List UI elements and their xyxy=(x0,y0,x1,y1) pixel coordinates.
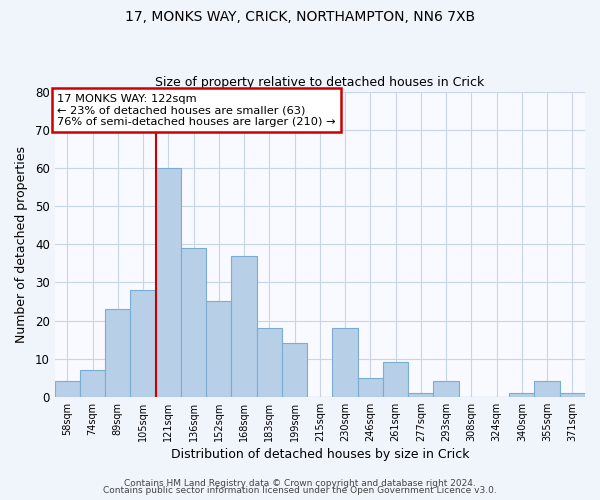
Text: Contains HM Land Registry data © Crown copyright and database right 2024.: Contains HM Land Registry data © Crown c… xyxy=(124,478,476,488)
Text: 17, MONKS WAY, CRICK, NORTHAMPTON, NN6 7XB: 17, MONKS WAY, CRICK, NORTHAMPTON, NN6 7… xyxy=(125,10,475,24)
Bar xyxy=(509,393,535,396)
Y-axis label: Number of detached properties: Number of detached properties xyxy=(15,146,28,343)
Bar xyxy=(257,328,282,396)
Bar xyxy=(206,302,232,396)
Bar xyxy=(232,256,257,396)
Bar xyxy=(105,309,130,396)
Text: 17 MONKS WAY: 122sqm
← 23% of detached houses are smaller (63)
76% of semi-detac: 17 MONKS WAY: 122sqm ← 23% of detached h… xyxy=(58,94,336,127)
Bar xyxy=(358,378,383,396)
Bar xyxy=(332,328,358,396)
Bar xyxy=(535,382,560,396)
Bar xyxy=(181,248,206,396)
Bar xyxy=(433,382,459,396)
Bar xyxy=(383,362,408,396)
X-axis label: Distribution of detached houses by size in Crick: Distribution of detached houses by size … xyxy=(170,448,469,461)
Bar xyxy=(155,168,181,396)
Bar xyxy=(130,290,155,397)
Text: Contains public sector information licensed under the Open Government Licence v3: Contains public sector information licen… xyxy=(103,486,497,495)
Bar xyxy=(408,393,433,396)
Title: Size of property relative to detached houses in Crick: Size of property relative to detached ho… xyxy=(155,76,484,90)
Bar xyxy=(80,370,105,396)
Bar xyxy=(55,382,80,396)
Bar xyxy=(282,344,307,396)
Bar xyxy=(560,393,585,396)
